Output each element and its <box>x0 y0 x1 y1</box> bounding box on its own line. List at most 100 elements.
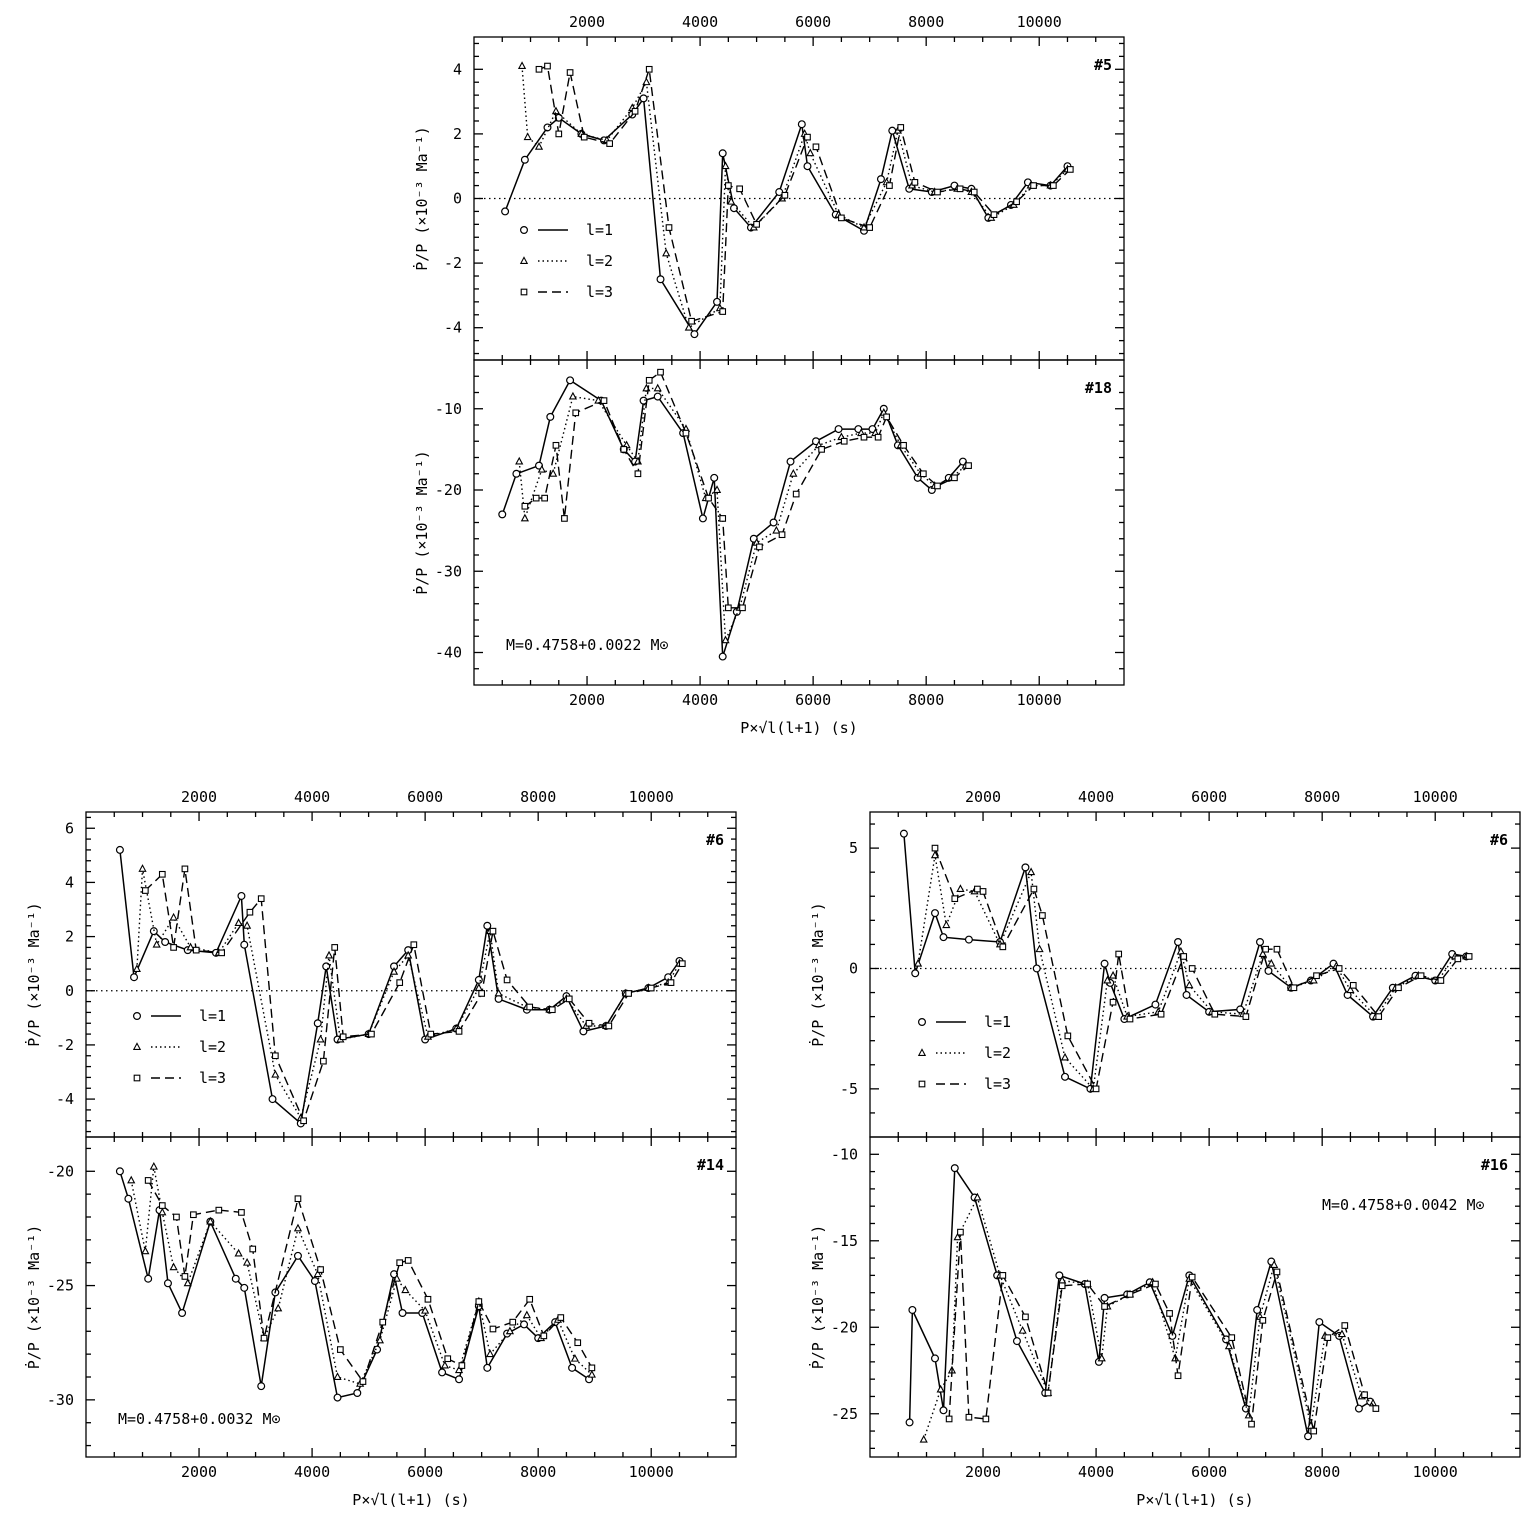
data-point-circle <box>1032 964 1041 973</box>
legend-label: l=1 <box>984 1013 1011 1031</box>
data-point-circle <box>237 891 246 900</box>
legend-marker-triangle <box>519 256 529 264</box>
data-point-square <box>886 182 893 189</box>
x-tick-label: 4000 <box>1078 1463 1114 1481</box>
data-point-circle <box>834 425 843 434</box>
data-point-circle <box>769 518 778 527</box>
x-tick-label-top: 4000 <box>294 788 330 806</box>
data-point-triangle <box>324 950 334 959</box>
data-point-square <box>678 960 686 968</box>
y-axis-label: Ṗ/P (×10⁻³ Ma⁻¹) <box>412 126 431 271</box>
data-point-square <box>1273 1268 1281 1276</box>
legend-marker-triangle <box>132 1042 142 1050</box>
data-point-triangle <box>505 1326 515 1335</box>
data-point-circle <box>390 1270 399 1279</box>
data-point-circle <box>876 175 885 184</box>
data-point-square <box>657 368 664 376</box>
y-tick-label: -30 <box>47 1391 74 1409</box>
data-point-triangle <box>570 1353 580 1362</box>
x-tick-label: 4000 <box>294 1463 330 1481</box>
data-point-square <box>838 214 845 222</box>
y-tick-label: 4 <box>65 873 74 891</box>
data-point-triangle <box>274 1303 283 1312</box>
data-point-square <box>1372 1405 1380 1412</box>
data-point-triangle <box>936 1384 945 1393</box>
data-point-triangle <box>271 1069 280 1078</box>
x-tick-label-top: 6000 <box>795 13 831 31</box>
data-point-triangle <box>953 1232 962 1241</box>
data-point-square <box>1262 945 1270 953</box>
y-tick-label: -5 <box>840 1080 858 1098</box>
data-point-circle <box>1060 1072 1069 1081</box>
data-point-circle <box>353 1388 362 1397</box>
chart-panel: 2000 4000 6000 8000 10000 -25 -20 -15 -10 Ṗ/P (×1… <box>808 1136 1521 1509</box>
data-point-square <box>526 1003 534 1011</box>
data-point-square <box>574 1339 582 1347</box>
data-point-circle <box>568 1363 577 1372</box>
data-point-square <box>1064 1032 1072 1040</box>
data-point-square <box>566 69 574 76</box>
data-point-square <box>665 224 673 231</box>
data-point-square <box>1101 1303 1108 1310</box>
data-point-circle <box>1174 937 1183 946</box>
data-point-circle <box>178 1308 187 1317</box>
data-point-square <box>951 474 958 482</box>
y-tick-label: 0 <box>453 190 462 208</box>
x-tick-label: 10000 <box>1413 1463 1458 1481</box>
data-point-square <box>1058 1282 1066 1290</box>
series-l=1 <box>115 1167 594 1402</box>
data-point-square <box>572 409 580 417</box>
data-point-square <box>756 543 763 551</box>
data-point-triangle <box>206 1216 215 1225</box>
data-point-square <box>359 1378 367 1385</box>
data-point-square <box>190 1211 197 1219</box>
data-point-circle <box>939 1406 948 1415</box>
data-point-square <box>778 531 786 539</box>
data-point-circle <box>501 207 510 216</box>
data-point-circle <box>115 1167 124 1176</box>
data-point-square <box>792 490 800 498</box>
data-point-square <box>489 927 497 935</box>
data-point-square <box>753 220 760 228</box>
data-point-square <box>931 844 939 852</box>
data-point-square <box>339 1033 347 1041</box>
data-point-circle <box>710 473 719 482</box>
data-point-square <box>532 494 540 502</box>
data-point-triangle <box>568 391 578 400</box>
panel-title: #6 <box>706 831 724 849</box>
data-point-triangle <box>517 61 527 70</box>
data-point-triangle <box>549 468 558 477</box>
data-point-square <box>552 441 560 449</box>
series-line <box>538 65 1071 323</box>
legend-label: l=1 <box>199 1007 226 1025</box>
data-point-triangle <box>389 967 399 975</box>
data-point-square <box>141 887 149 894</box>
x-tick-label-top: 2000 <box>181 788 217 806</box>
data-point-square <box>934 482 941 490</box>
x-tick-label-top: 8000 <box>908 13 944 31</box>
x-tick-label-top: 8000 <box>520 788 556 806</box>
data-point-circle <box>483 1363 492 1372</box>
data-point-triangle <box>523 132 532 141</box>
series-line <box>524 371 970 609</box>
data-point-circle <box>257 1382 266 1391</box>
data-point-square <box>781 191 789 199</box>
data-point-square <box>158 870 166 878</box>
data-point-circle <box>240 940 249 949</box>
x-tick-label: 10000 <box>629 1463 674 1481</box>
data-point-circle <box>1182 990 1191 999</box>
panel-title: #6 <box>1490 831 1508 849</box>
data-point-square <box>1022 1313 1029 1321</box>
data-point-circle <box>1100 1293 1109 1302</box>
data-point-triangle <box>684 322 693 331</box>
series-l=2 <box>515 383 970 644</box>
data-point-triangle <box>1309 975 1318 984</box>
series-l=3 <box>535 62 1074 325</box>
data-point-square <box>1115 950 1123 958</box>
y-tick-label: -4 <box>56 1090 74 1108</box>
data-point-triangle <box>375 1335 385 1344</box>
series-line <box>501 379 964 657</box>
data-point-square <box>840 437 848 445</box>
data-point-square <box>1395 984 1402 992</box>
